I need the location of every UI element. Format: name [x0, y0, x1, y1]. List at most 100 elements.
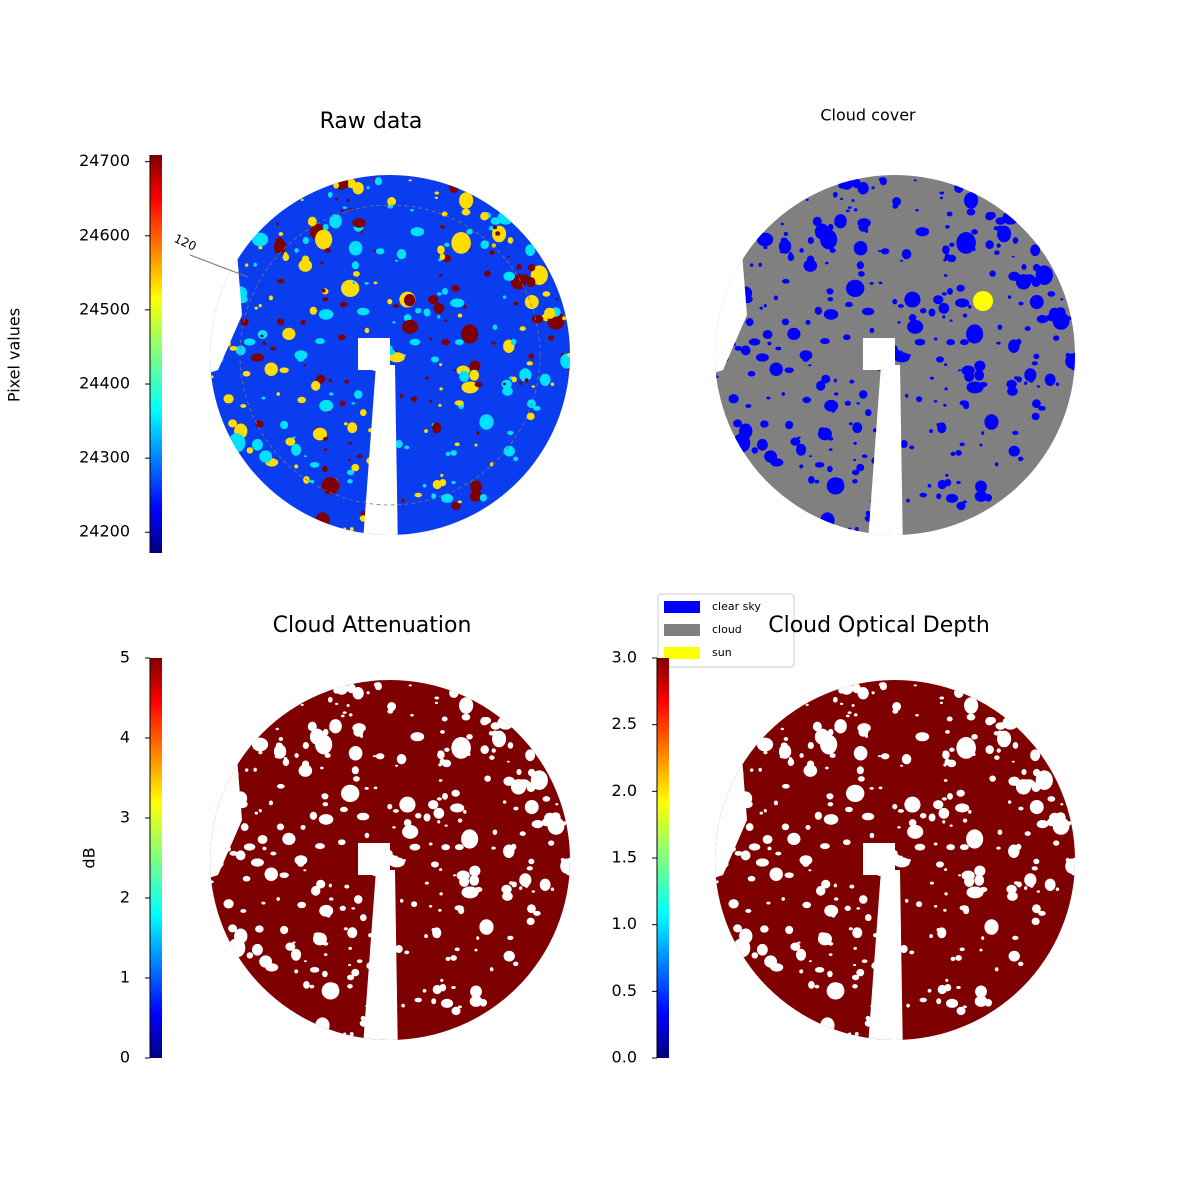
polar-grid-label: 120 — [172, 231, 199, 253]
spot — [756, 232, 774, 247]
spot — [323, 953, 328, 957]
spot — [309, 306, 318, 315]
spot — [906, 1003, 910, 1008]
spot — [817, 932, 832, 946]
spot — [812, 216, 822, 227]
spot — [527, 399, 536, 409]
spot — [1021, 263, 1027, 271]
spot — [805, 319, 811, 325]
spot — [354, 390, 363, 399]
spot — [814, 461, 825, 468]
spot — [821, 374, 831, 384]
spot — [900, 259, 904, 262]
spot — [459, 875, 470, 887]
spot — [339, 400, 346, 406]
spot — [859, 895, 868, 904]
spot — [787, 327, 801, 341]
spot — [954, 182, 964, 193]
spot — [401, 1003, 405, 1008]
spot — [240, 823, 249, 832]
spot — [1049, 307, 1061, 319]
spot — [254, 306, 258, 310]
spot — [803, 764, 818, 777]
spot — [342, 711, 347, 714]
spot — [907, 319, 924, 334]
spot — [223, 899, 234, 909]
spot — [852, 984, 858, 989]
spot — [908, 819, 917, 827]
spot — [294, 969, 299, 974]
spot — [560, 353, 570, 369]
spot — [782, 242, 786, 247]
spot — [1053, 335, 1060, 341]
spot — [492, 829, 498, 835]
colorbar-tick-label: 0.5 — [612, 981, 637, 1000]
spot — [519, 886, 523, 890]
spot — [490, 722, 501, 730]
spot — [1053, 840, 1060, 846]
spot — [432, 479, 442, 490]
spot — [1024, 326, 1031, 331]
spot — [828, 448, 833, 452]
spot — [803, 259, 818, 272]
spot — [1012, 935, 1019, 940]
spot — [820, 734, 838, 755]
spot — [560, 858, 570, 874]
spot — [259, 960, 265, 965]
spot — [489, 250, 495, 255]
colorbar — [150, 155, 162, 553]
spot — [513, 301, 519, 306]
spot — [346, 199, 350, 202]
spot — [944, 892, 948, 896]
spot — [440, 225, 445, 229]
spot — [297, 357, 304, 362]
spot — [242, 370, 251, 377]
spot — [403, 314, 412, 322]
spot — [300, 824, 306, 830]
spot — [567, 857, 570, 863]
spot — [968, 304, 972, 309]
mask-slit — [362, 365, 398, 535]
spot — [439, 892, 443, 896]
spot — [1029, 883, 1034, 888]
spot — [524, 883, 529, 888]
spot — [333, 181, 339, 189]
spot — [974, 874, 985, 886]
spot — [315, 338, 325, 345]
spot — [457, 313, 463, 318]
spot — [943, 403, 947, 407]
spot — [322, 970, 328, 978]
spot — [807, 742, 814, 750]
spot — [562, 316, 567, 321]
spot — [278, 736, 284, 741]
spot — [1032, 399, 1041, 409]
spot — [919, 997, 927, 1003]
spot — [387, 197, 397, 207]
spot — [479, 414, 494, 430]
spot — [479, 494, 488, 502]
spot — [908, 798, 921, 812]
spot — [451, 501, 461, 511]
spot — [258, 809, 262, 813]
spot — [734, 345, 743, 351]
spot — [908, 314, 917, 322]
spot — [979, 886, 988, 893]
spot — [392, 304, 399, 308]
spot — [316, 374, 326, 384]
spot — [820, 338, 830, 345]
spot — [344, 379, 350, 384]
spot — [364, 832, 370, 839]
spot — [210, 375, 214, 379]
spot — [294, 855, 308, 866]
spot — [348, 946, 352, 950]
spot — [964, 875, 975, 887]
spot — [897, 809, 904, 813]
spot — [779, 249, 786, 254]
spot — [502, 800, 507, 804]
spot — [463, 304, 467, 309]
spot — [733, 433, 751, 453]
mask-slit — [362, 870, 398, 1040]
spot — [438, 274, 443, 277]
spot — [974, 360, 986, 372]
spot — [276, 784, 285, 789]
